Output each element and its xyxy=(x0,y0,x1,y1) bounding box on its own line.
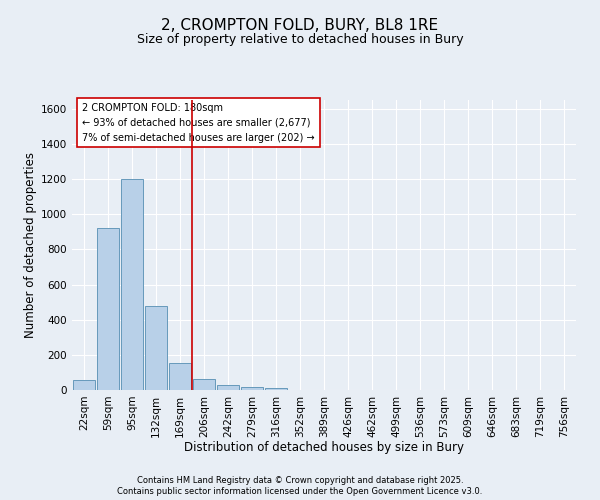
Bar xyxy=(217,384,239,390)
Y-axis label: Number of detached properties: Number of detached properties xyxy=(24,152,37,338)
X-axis label: Distribution of detached houses by size in Bury: Distribution of detached houses by size … xyxy=(184,441,464,454)
Text: Contains HM Land Registry data © Crown copyright and database right 2025.: Contains HM Land Registry data © Crown c… xyxy=(137,476,463,485)
Bar xyxy=(169,363,191,390)
Text: Size of property relative to detached houses in Bury: Size of property relative to detached ho… xyxy=(137,32,463,46)
Bar xyxy=(145,306,167,390)
Bar xyxy=(241,388,263,390)
Bar xyxy=(265,388,287,390)
Bar xyxy=(73,380,95,390)
Bar xyxy=(193,380,215,390)
Bar xyxy=(97,228,119,390)
Text: Contains public sector information licensed under the Open Government Licence v3: Contains public sector information licen… xyxy=(118,487,482,496)
Text: 2 CROMPTON FOLD: 180sqm
← 93% of detached houses are smaller (2,677)
7% of semi-: 2 CROMPTON FOLD: 180sqm ← 93% of detache… xyxy=(82,103,315,142)
Text: 2, CROMPTON FOLD, BURY, BL8 1RE: 2, CROMPTON FOLD, BURY, BL8 1RE xyxy=(161,18,439,32)
Bar xyxy=(121,179,143,390)
